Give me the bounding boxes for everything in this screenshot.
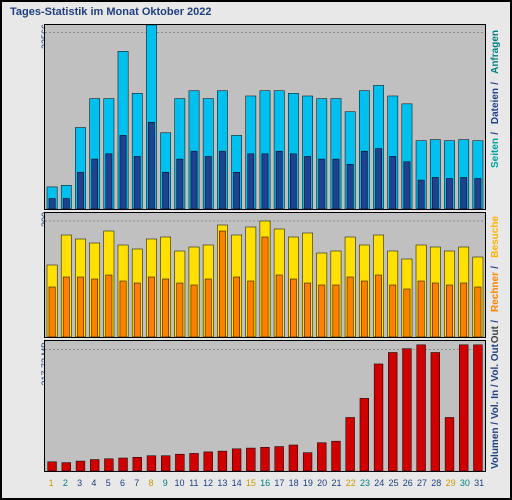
x-axis: 1234567891011121314151617181920212223242… xyxy=(44,478,486,492)
day-label: 24 xyxy=(372,478,386,492)
chart-title: Tages-Statistik im Monat Oktober 2022 xyxy=(10,6,212,18)
day-label: 28 xyxy=(429,478,443,492)
chart-area xyxy=(44,24,486,474)
panel-mid xyxy=(44,212,486,338)
day-label: 1 xyxy=(44,478,58,492)
day-label: 15 xyxy=(244,478,258,492)
day-label: 6 xyxy=(115,478,129,492)
day-label: 8 xyxy=(144,478,158,492)
day-label: 14 xyxy=(229,478,243,492)
legend-top: Anfragen / Dateien / Seiten xyxy=(490,30,506,210)
day-label: 19 xyxy=(301,478,315,492)
day-label: 4 xyxy=(87,478,101,492)
day-label: 11 xyxy=(187,478,201,492)
day-label: 20 xyxy=(315,478,329,492)
day-label: 18 xyxy=(287,478,301,492)
day-label: 30 xyxy=(458,478,472,492)
legend-bot: Volumen / Vol. In / Vol. Out xyxy=(490,344,506,472)
legend-mid: Besuche / Rechner / Out xyxy=(490,216,506,338)
day-label: 26 xyxy=(401,478,415,492)
day-label: 13 xyxy=(215,478,229,492)
day-label: 23 xyxy=(358,478,372,492)
panel-top xyxy=(44,24,486,210)
day-label: 29 xyxy=(443,478,457,492)
day-label: 9 xyxy=(158,478,172,492)
chart-container: Tages-Statistik im Monat Oktober 2022 3 3… xyxy=(0,0,512,500)
day-label: 17 xyxy=(272,478,286,492)
day-label: 5 xyxy=(101,478,115,492)
day-label: 2 xyxy=(58,478,72,492)
day-label: 3 xyxy=(73,478,87,492)
day-label: 21 xyxy=(329,478,343,492)
day-label: 25 xyxy=(386,478,400,492)
day-label: 7 xyxy=(130,478,144,492)
day-label: 10 xyxy=(172,478,186,492)
day-label: 31 xyxy=(472,478,486,492)
panel-bot xyxy=(44,340,486,472)
day-label: 22 xyxy=(344,478,358,492)
day-label: 16 xyxy=(258,478,272,492)
day-label: 12 xyxy=(201,478,215,492)
day-label: 27 xyxy=(415,478,429,492)
